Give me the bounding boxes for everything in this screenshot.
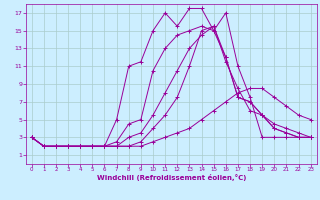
X-axis label: Windchill (Refroidissement éolien,°C): Windchill (Refroidissement éolien,°C) bbox=[97, 174, 246, 181]
